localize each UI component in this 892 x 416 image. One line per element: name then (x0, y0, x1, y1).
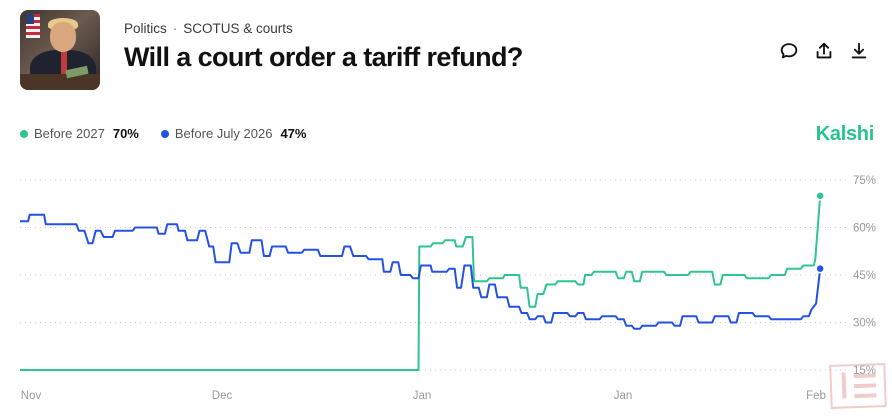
series-line-0 (20, 195, 822, 371)
tie-graphic (61, 52, 67, 76)
x-tick-label: Jan (614, 390, 633, 402)
y-tick-label: 45% (853, 270, 876, 282)
legend-dot-before-2027 (20, 129, 28, 138)
kalshi-logo[interactable]: Kalshi (815, 123, 875, 145)
legend-label-before-2027: Before 2027 (34, 126, 105, 141)
x-tick-label: Feb (806, 390, 826, 402)
series-line-1 (20, 213, 822, 330)
price-chart[interactable]: 75%60%45%30%15%Nov Dec Jan Jan Feb (0, 160, 892, 416)
download-button[interactable] (848, 40, 870, 62)
legend-entry-before-july-2026[interactable]: Before July 2026 47% (160, 126, 307, 141)
desk-graphic (20, 74, 100, 90)
y-tick-label: 60% (853, 223, 876, 235)
head-graphic (50, 22, 76, 52)
legend-value-before-july-2026: 47% (280, 126, 307, 141)
download-icon (851, 42, 867, 59)
comment-button[interactable] (778, 40, 800, 62)
watermark-stamp (829, 363, 887, 409)
x-tick-label: Jan (413, 390, 432, 402)
breadcrumb: Politics · SCOTUS & courts (124, 21, 293, 36)
breadcrumb-subcategory[interactable]: SCOTUS & courts (183, 21, 293, 36)
y-tick-label: 30% (853, 318, 876, 330)
series-endpoint-1 (815, 263, 825, 274)
legend-label-before-july-2026: Before July 2026 (174, 126, 273, 141)
legend-dot-before-july-2026 (160, 129, 169, 138)
y-tick-label: 75% (853, 175, 876, 187)
breadcrumb-category[interactable]: Politics (124, 21, 167, 36)
market-thumbnail (20, 10, 100, 90)
chart-legend: Before 2027 70% Before July 2026 47% (20, 126, 306, 141)
legend-entry-before-2027[interactable]: Before 2027 70% (20, 126, 139, 141)
share-button[interactable] (813, 40, 835, 62)
legend-value-before-2027: 70% (112, 126, 139, 141)
x-tick-label: Dec (212, 390, 233, 402)
flag-graphic (26, 14, 40, 38)
comment-icon (780, 43, 798, 59)
market-title: Will a court order a tariff refund? (124, 42, 523, 72)
breadcrumb-separator: · (172, 21, 178, 36)
share-icon (816, 42, 832, 59)
series-endpoint-0 (815, 191, 825, 201)
x-tick-label: Nov (21, 390, 42, 402)
